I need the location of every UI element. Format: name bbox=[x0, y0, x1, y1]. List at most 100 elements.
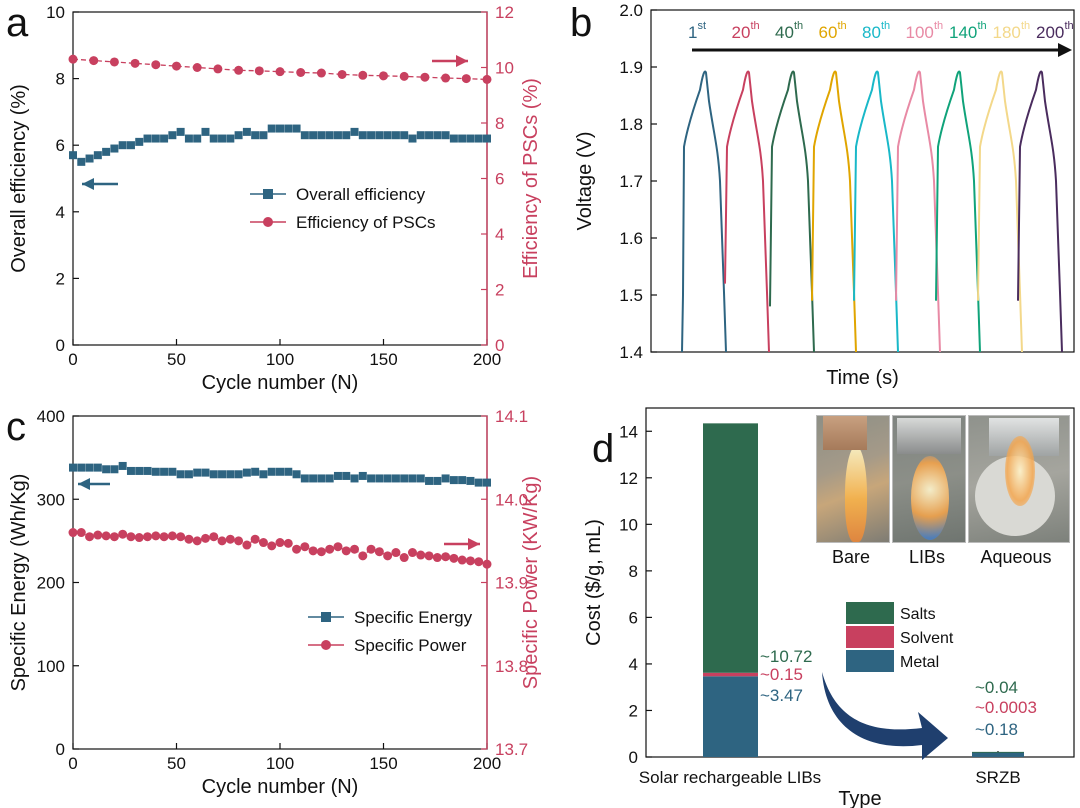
bar-metal-0 bbox=[703, 676, 758, 757]
data-point bbox=[242, 468, 251, 477]
data-point bbox=[358, 70, 368, 80]
data-point bbox=[400, 474, 409, 483]
data-point bbox=[367, 131, 376, 140]
data-point bbox=[425, 476, 434, 485]
flame-libs bbox=[911, 456, 949, 540]
data-point bbox=[69, 463, 77, 472]
y-tick-label: 14 bbox=[619, 422, 638, 441]
y-tick-label: 1.4 bbox=[619, 343, 643, 362]
data-point bbox=[416, 474, 425, 483]
data-point bbox=[134, 533, 144, 543]
category-label-1: SRZB bbox=[975, 768, 1020, 787]
legend-marker-0 bbox=[321, 612, 331, 622]
data-point bbox=[458, 476, 467, 485]
data-point bbox=[350, 544, 360, 554]
data-point bbox=[93, 151, 102, 160]
data-point bbox=[85, 532, 95, 542]
data-point bbox=[275, 538, 285, 548]
data-point bbox=[465, 556, 475, 566]
data-point bbox=[309, 131, 318, 140]
y2-tick-label: 6 bbox=[495, 170, 504, 189]
data-point bbox=[358, 551, 368, 561]
data-point bbox=[333, 542, 343, 552]
data-point bbox=[184, 470, 193, 479]
data-point bbox=[218, 470, 227, 479]
data-point bbox=[358, 471, 367, 480]
data-point bbox=[449, 553, 459, 563]
legend-label-0: Metal bbox=[900, 654, 939, 671]
bar-salts-1 bbox=[972, 751, 1024, 753]
x-axis-title: Type bbox=[838, 788, 881, 808]
data-point bbox=[217, 536, 227, 546]
y-axis-title: Voltage (V) bbox=[574, 132, 596, 231]
cycle-curve-5 bbox=[895, 70, 941, 353]
cycle-curve-7 bbox=[977, 70, 1023, 353]
data-point bbox=[250, 534, 260, 544]
data-point bbox=[101, 531, 111, 541]
data-point bbox=[200, 533, 210, 543]
data-point bbox=[213, 64, 223, 74]
data-point bbox=[367, 474, 376, 483]
data-point bbox=[172, 61, 181, 71]
data-point bbox=[300, 474, 309, 483]
data-point bbox=[176, 127, 185, 136]
data-point bbox=[184, 134, 193, 143]
data-point bbox=[109, 532, 119, 542]
data-point bbox=[143, 532, 153, 542]
cycle-label-sup-7: th bbox=[1021, 20, 1030, 32]
y2-tick-label: 2 bbox=[495, 281, 504, 300]
data-point bbox=[151, 531, 161, 541]
data-point bbox=[275, 67, 285, 77]
arrow-right-head bbox=[468, 538, 480, 550]
data-point bbox=[284, 467, 293, 476]
data-point bbox=[375, 131, 384, 140]
x-tick-label: 150 bbox=[369, 350, 397, 369]
data-point bbox=[85, 463, 94, 472]
photo-caption-1: LIBs bbox=[909, 547, 945, 567]
data-point bbox=[109, 57, 119, 67]
data-point bbox=[483, 478, 491, 487]
y2-tick-label: 8 bbox=[495, 114, 504, 133]
data-point bbox=[258, 538, 268, 548]
data-point bbox=[317, 474, 326, 483]
data-point bbox=[482, 559, 492, 569]
x-tick-label: 0 bbox=[68, 350, 77, 369]
y2-tick-label: 14.1 bbox=[495, 407, 528, 426]
data-point bbox=[308, 546, 318, 556]
cycle-curve-0 bbox=[681, 70, 727, 353]
data-point bbox=[292, 470, 301, 479]
data-point bbox=[408, 474, 417, 483]
value-label-salts-1: ~0.04 bbox=[975, 678, 1018, 697]
data-point bbox=[283, 538, 293, 548]
data-point bbox=[259, 470, 268, 479]
value-label-metal-0: ~3.47 bbox=[760, 686, 803, 705]
data-point bbox=[226, 470, 235, 479]
data-point bbox=[408, 134, 417, 143]
y-tick-label: 0 bbox=[56, 740, 65, 759]
data-point bbox=[126, 466, 135, 475]
y-tick-label: 1.9 bbox=[619, 58, 643, 77]
data-point bbox=[358, 131, 367, 140]
data-point bbox=[184, 534, 194, 544]
data-point bbox=[159, 532, 169, 542]
data-point bbox=[441, 73, 451, 83]
y2-tick-label: 13.7 bbox=[495, 740, 528, 759]
data-point bbox=[167, 531, 177, 541]
panel-label-b: b bbox=[570, 1, 592, 45]
cycle-label-3: 60 bbox=[819, 23, 838, 42]
data-point bbox=[449, 134, 458, 143]
y-tick-label: 400 bbox=[37, 407, 65, 426]
cycle-label-sup-0: st bbox=[698, 20, 707, 32]
data-point bbox=[466, 476, 475, 485]
data-point bbox=[143, 466, 152, 475]
data-point bbox=[234, 536, 244, 546]
cycle-label-sup-1: th bbox=[751, 20, 760, 32]
x-axis-title: Cycle number (N) bbox=[202, 372, 359, 394]
legend-label-1: Efficiency of PSCs bbox=[296, 213, 436, 232]
y2-tick-label: 4 bbox=[495, 225, 504, 244]
data-point bbox=[77, 157, 86, 166]
legend-label-0: Overall efficiency bbox=[296, 185, 426, 204]
legend-marker-0 bbox=[263, 189, 273, 199]
data-point bbox=[424, 551, 434, 561]
